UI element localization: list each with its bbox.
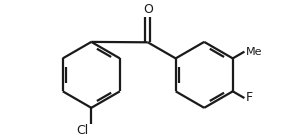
Text: Cl: Cl xyxy=(76,124,88,137)
Text: Me: Me xyxy=(246,47,263,57)
Text: O: O xyxy=(143,3,153,16)
Text: F: F xyxy=(246,91,253,104)
